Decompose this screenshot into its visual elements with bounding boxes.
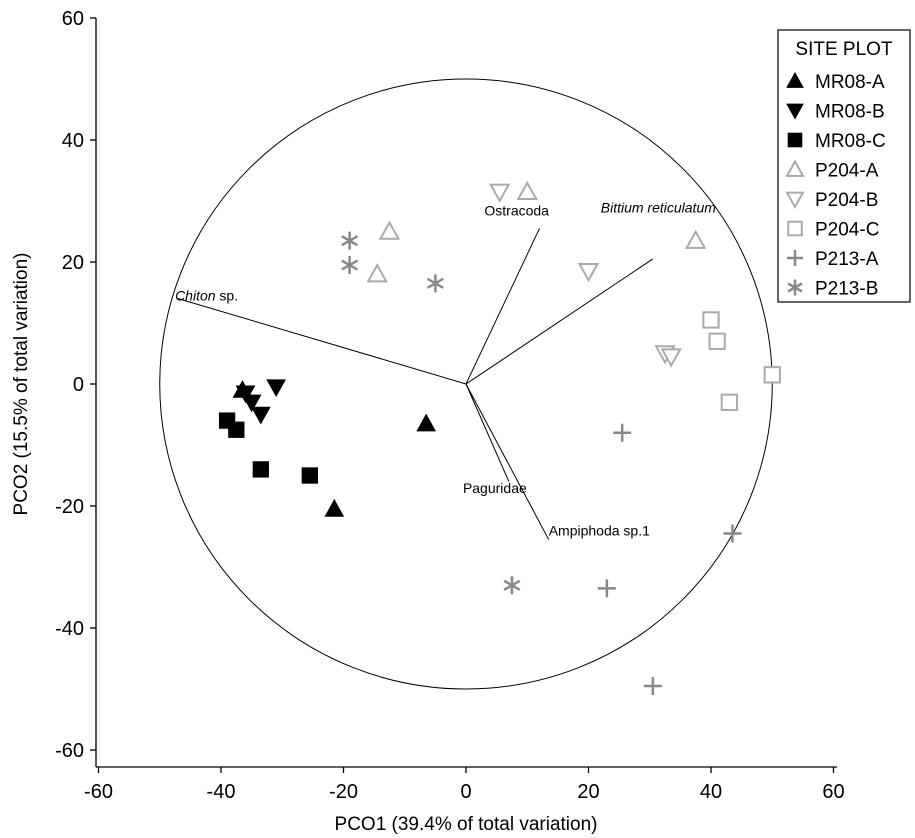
vector-line	[465, 383, 510, 482]
legend-label-p213-a: P213-A	[815, 249, 879, 270]
legend: SITE PLOT MR08-A MR08-B MR08-C P204-A P204-B P…	[777, 29, 911, 303]
point-p204-b	[660, 348, 682, 368]
legend-label-p204-a: P204-A	[815, 161, 879, 182]
legend-title: SITE PLOT	[795, 39, 893, 60]
vector-line	[465, 228, 540, 385]
legend-marker-p213-a	[787, 250, 803, 266]
vector-label: Ostracoda	[484, 202, 549, 218]
x-tick-label: -60	[84, 781, 113, 803]
legend-marker-mr08-c	[787, 132, 803, 148]
point-p204-b	[577, 262, 600, 283]
legend-box	[777, 29, 911, 303]
legend-marker-p204-a	[785, 159, 805, 177]
point-p204-a	[366, 263, 388, 283]
legend-label-p204-c: P204-C	[815, 220, 879, 241]
point-p204-c	[708, 332, 726, 350]
x-tick-label: 60	[822, 781, 844, 803]
x-axis-title: PCO1 (39.4% of total variation)	[335, 814, 598, 835]
vector-label: Paguridae	[463, 480, 527, 496]
point-p213-a	[597, 579, 616, 598]
y-tick-label: 60	[62, 8, 84, 30]
point-p213-b	[426, 274, 444, 293]
point-mr08-c	[228, 421, 245, 438]
point-mr08-b	[266, 379, 286, 398]
legend-label-mr08-c: MR08-C	[815, 131, 886, 152]
point-mr08-c	[301, 467, 318, 484]
y-tick-label: 40	[62, 130, 84, 152]
point-p204-c	[763, 366, 781, 384]
point-p213-b	[503, 576, 521, 595]
legend-marker-p204-b	[785, 191, 805, 210]
legend-marker-mr08-a	[786, 71, 804, 88]
vector-line	[465, 383, 550, 540]
legend-marker-mr08-b	[786, 103, 804, 120]
x-tick-label: -20	[329, 781, 358, 803]
point-p213-a	[643, 676, 662, 695]
vector-layer: Chiton sp. Ostracoda Bittium reticulatum Pa…	[175, 199, 716, 540]
point-mr08-b	[250, 406, 271, 425]
legend-label-p213-b: P213-B	[815, 279, 878, 300]
point-mr08-a	[416, 413, 437, 432]
correlation-circle	[159, 78, 773, 690]
point-mr08-a	[324, 499, 345, 517]
point-p213-a	[613, 423, 632, 442]
y-tick-label: 0	[73, 374, 84, 396]
point-p204-b	[488, 183, 511, 203]
y-tick-label: 20	[62, 252, 84, 274]
x-tick-label: 40	[700, 781, 722, 803]
y-tick-label: -20	[55, 496, 84, 518]
y-axis-title: PCO2 (15.5% of total variation)	[11, 253, 32, 516]
point-p204-c	[720, 393, 739, 411]
legend-marker-p204-c	[787, 220, 803, 237]
vector-label: Bittium reticulatum	[601, 199, 716, 215]
point-p213-a	[723, 524, 742, 543]
legend-label-mr08-b: MR08-B	[815, 102, 885, 123]
axes: 60 40 20 0 -20 -40 -60-60 -40 -20 0 20 40 60	[55, 8, 845, 803]
y-tick-label: -60	[55, 740, 84, 762]
point-layer	[218, 180, 781, 695]
legend-label-p204-b: P204-B	[815, 190, 878, 211]
legend-label-mr08-a: MR08-A	[815, 72, 885, 93]
point-mr08-c	[252, 461, 269, 478]
x-tick-label: 20	[577, 781, 599, 803]
point-p204-a	[378, 220, 401, 240]
point-p204-a	[684, 229, 707, 249]
vector-label: Ampiphoda sp.1	[549, 523, 650, 539]
legend-marker-p213-b	[787, 279, 803, 296]
vector-line	[177, 298, 467, 385]
x-tick-label: 0	[460, 781, 471, 803]
point-p213-b	[341, 256, 359, 275]
x-tick-label: -40	[207, 781, 236, 803]
vector-line	[465, 258, 654, 385]
point-p204-a	[516, 180, 538, 201]
point-p204-c	[702, 311, 720, 329]
vector-label: Chiton sp.	[175, 288, 238, 304]
point-p213-b	[341, 231, 359, 250]
y-tick-label: -40	[55, 618, 84, 640]
point-mr08-b	[235, 385, 256, 404]
correlation-circle-layer	[159, 78, 773, 690]
